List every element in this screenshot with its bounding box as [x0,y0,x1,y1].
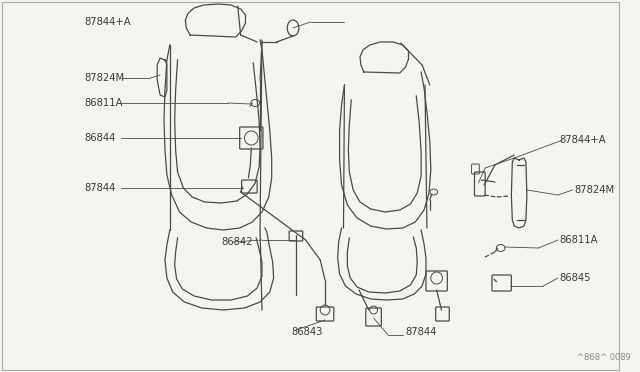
Text: 86845: 86845 [560,273,591,283]
Text: 86811A: 86811A [560,235,598,245]
Text: ^868^ 0089: ^868^ 0089 [577,353,631,362]
Text: 86843: 86843 [291,327,323,337]
Text: 87844+A: 87844+A [84,17,131,27]
Text: 87824M: 87824M [84,73,125,83]
Text: 86842: 86842 [221,237,253,247]
Text: 87844+A: 87844+A [560,135,607,145]
Text: 87844: 87844 [406,327,437,337]
Text: 86844: 86844 [84,133,116,143]
Text: 87844: 87844 [84,183,116,193]
Text: 87824M: 87824M [575,185,614,195]
Text: 86811A: 86811A [84,98,123,108]
